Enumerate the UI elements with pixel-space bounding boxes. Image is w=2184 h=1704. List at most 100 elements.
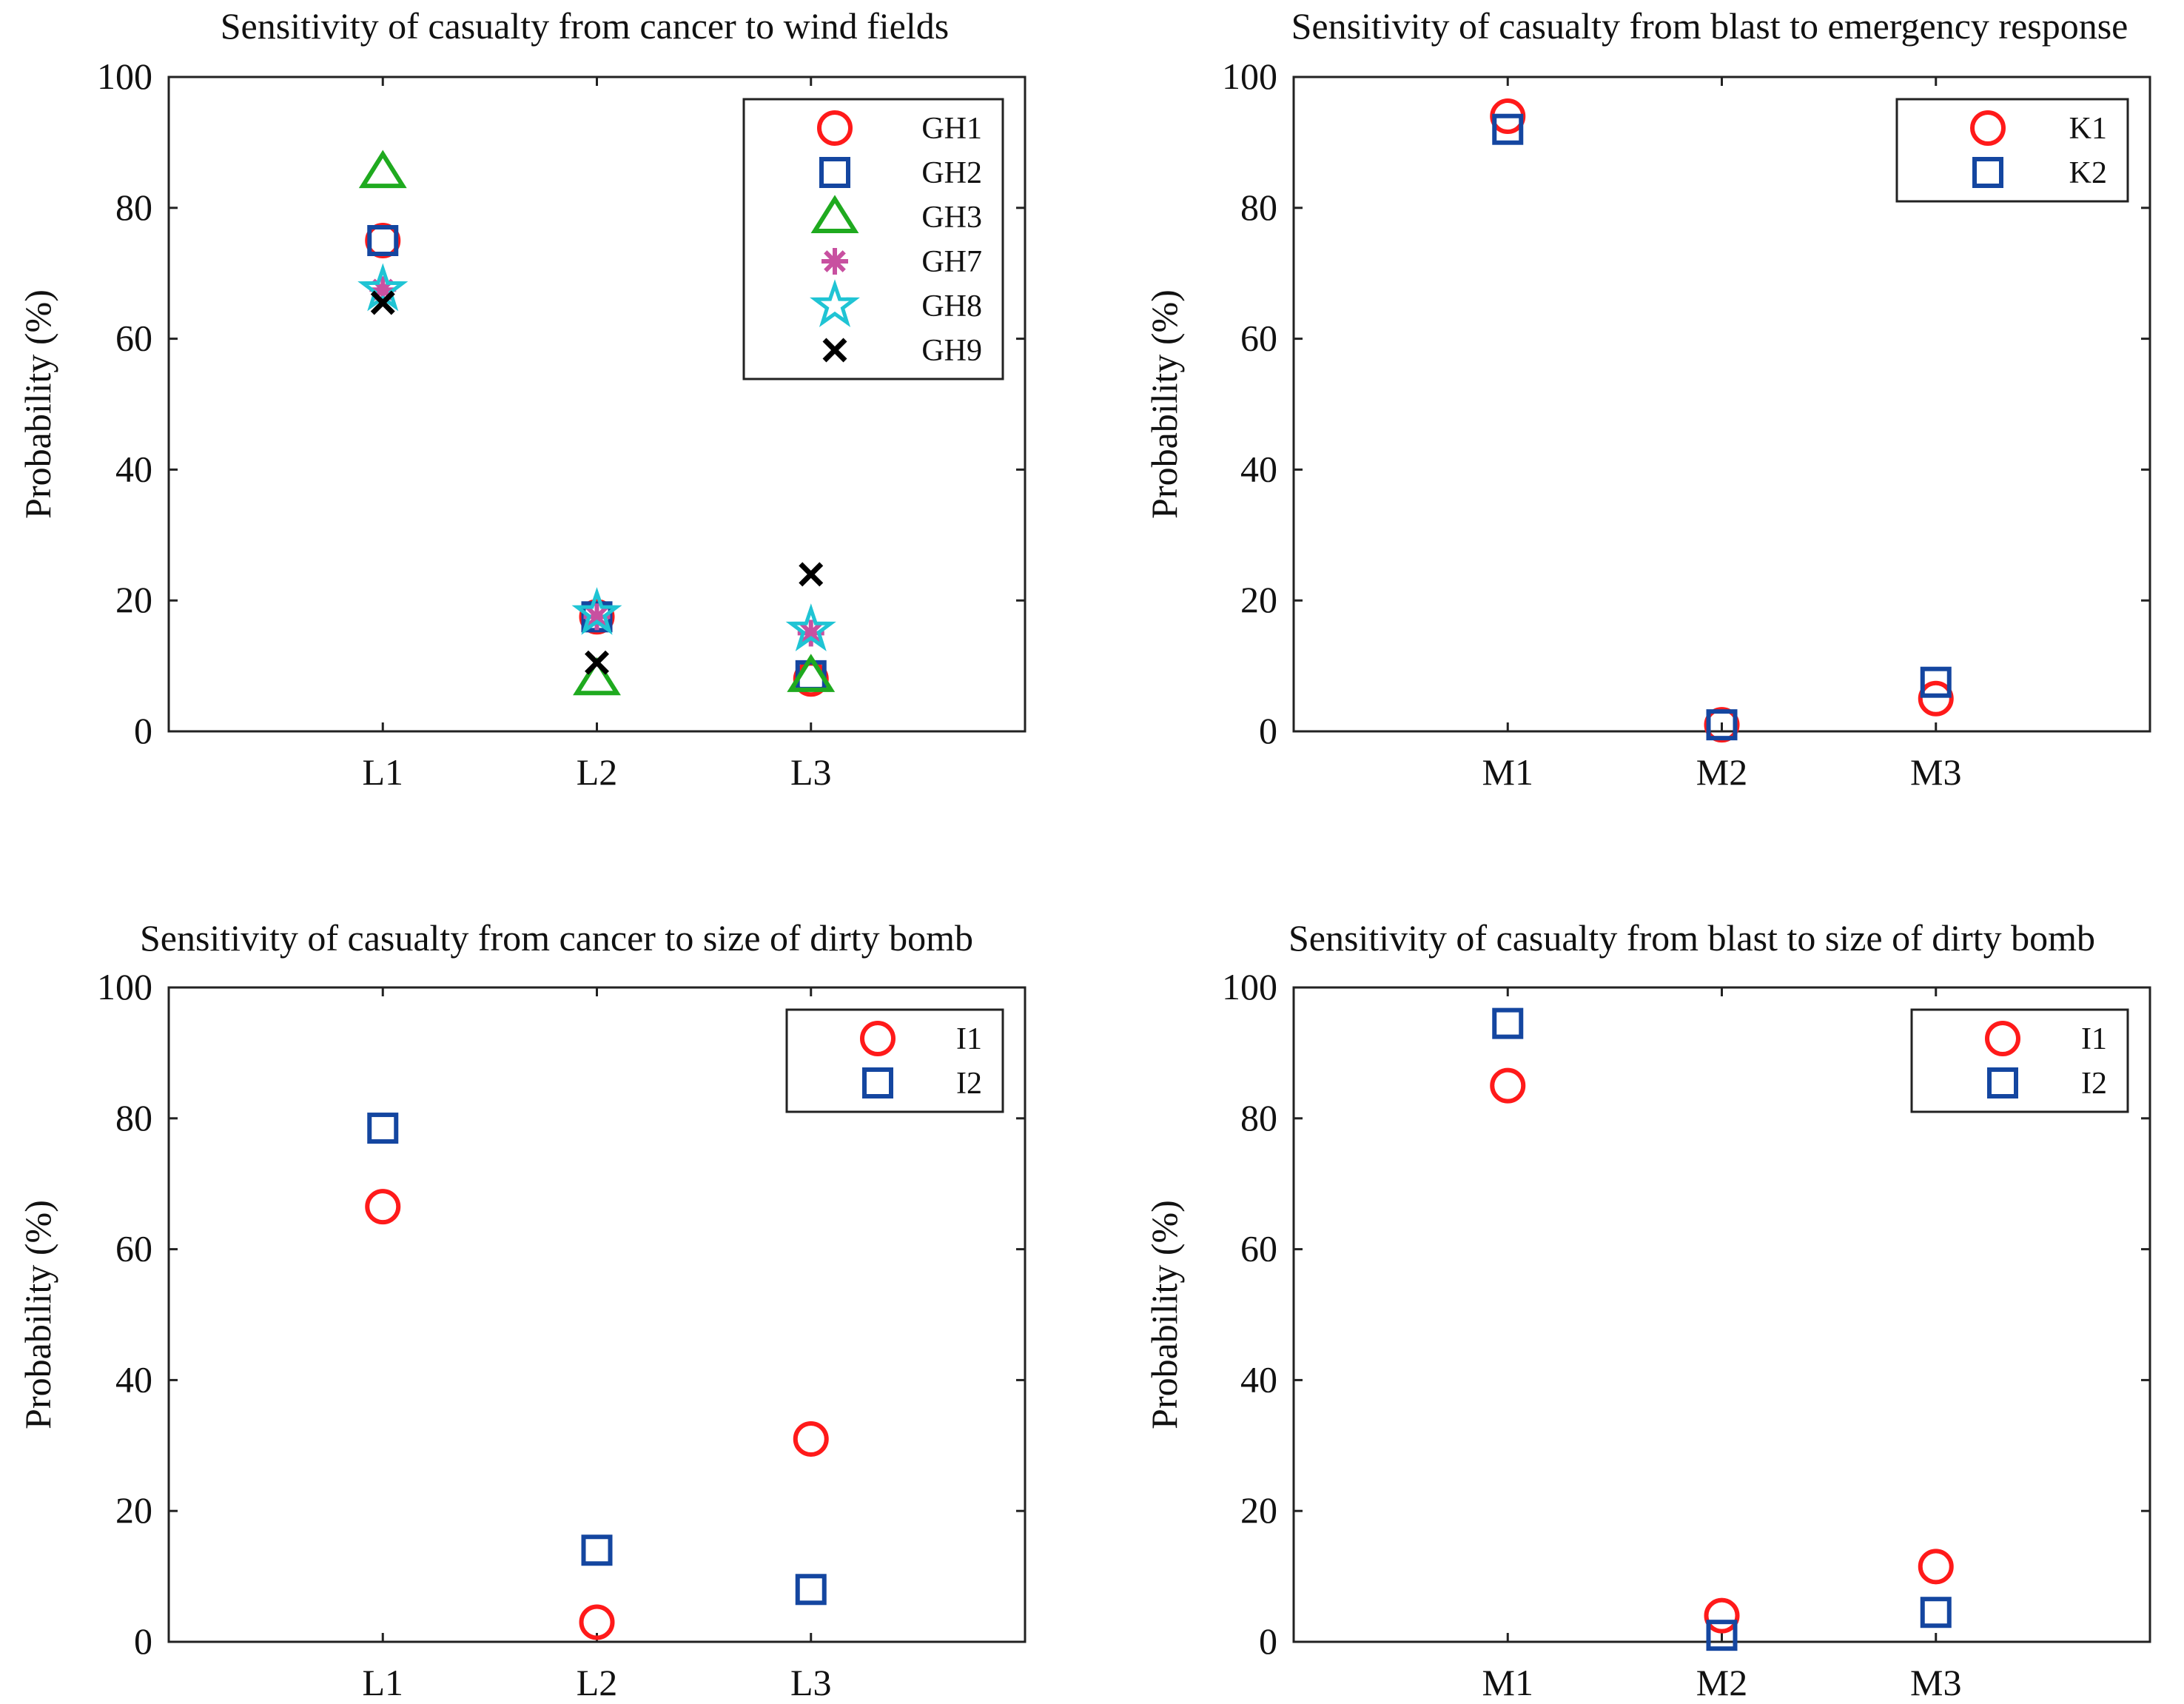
legend-marker-i1: [860, 1021, 896, 1056]
data-point-i2-l3: [795, 1574, 827, 1606]
chart-title: Sensitivity of casualty from blast to si…: [1288, 917, 2095, 959]
y-tick-label: 60: [115, 1228, 152, 1269]
y-tick-label: 60: [1240, 318, 1277, 359]
y-tick-label: 40: [1240, 1358, 1277, 1400]
y-tick-label: 20: [115, 579, 152, 620]
legend-marker-i2: [862, 1067, 893, 1098]
x-tick-label: M3: [1910, 751, 1961, 793]
y-tick-label: 40: [1240, 448, 1277, 489]
y-axis-label: Probability (%): [17, 1200, 58, 1429]
data-point-i1-l2: [579, 1604, 615, 1640]
x-tick-label: M1: [1482, 1662, 1533, 1703]
y-axis-label: Probability (%): [1143, 1200, 1185, 1429]
y-tick-label: 80: [1240, 1097, 1277, 1138]
data-point-gh8-l3: [785, 603, 836, 651]
y-tick-label: 0: [1259, 710, 1277, 751]
data-point-gh8-l1: [357, 263, 409, 312]
legend-marker-gh3: [810, 195, 859, 233]
legend-marker-k1: [1970, 110, 2006, 146]
y-tick-label: 100: [97, 966, 152, 1007]
legend-marker-gh7: [821, 248, 848, 275]
y-tick-label: 80: [115, 1097, 152, 1138]
y-tick-label: 60: [115, 318, 152, 359]
y-tick-label: 40: [115, 1358, 152, 1400]
y-tick-label: 60: [1240, 1228, 1277, 1269]
data-point-k2-m2: [1706, 709, 1738, 741]
data-point-i2-m1: [1492, 1007, 1524, 1039]
data-point-i1-l3: [793, 1420, 829, 1457]
chart-title: Sensitivity of casualty from cancer to s…: [140, 917, 973, 959]
data-point-i2-m2: [1706, 1620, 1738, 1651]
y-tick-label: 0: [1259, 1620, 1277, 1662]
x-tick-label: L2: [577, 751, 618, 793]
data-point-gh7-l2: [583, 603, 611, 631]
data-point-gh7-l3: [797, 620, 824, 647]
data-point-i2-m3: [1920, 1597, 1952, 1628]
data-point-gh9-l2: [585, 650, 609, 675]
data-point-gh8-l2: [571, 587, 622, 635]
legend-label-i1: I1: [2081, 1022, 2107, 1056]
data-point-i1-m3: [1918, 1549, 1954, 1585]
x-tick-label: L3: [790, 1662, 832, 1703]
data-point-i1-m1: [1490, 1067, 1526, 1104]
legend-box: [785, 1008, 1004, 1113]
legend-label-gh2: GH2: [921, 156, 982, 190]
legend-box: [1895, 98, 2129, 203]
data-point-gh2-l1: [367, 225, 399, 256]
y-tick-label: 20: [1240, 1489, 1277, 1531]
data-point-gh3-l2: [573, 657, 621, 696]
legend-marker-i2: [1987, 1067, 2018, 1098]
y-tick-label: 80: [1240, 187, 1277, 228]
legend-box: [742, 98, 1004, 380]
legend-marker-gh9: [822, 338, 847, 363]
legend-marker-gh2: [819, 157, 850, 188]
x-tick-label: M3: [1910, 1662, 1961, 1703]
legend-box: [1910, 1008, 2129, 1113]
data-point-gh9-l3: [799, 562, 824, 587]
data-point-gh1-l1: [365, 223, 401, 258]
legend-marker-i1: [1985, 1021, 2020, 1056]
y-tick-label: 20: [115, 1489, 152, 1531]
y-axis-label: Probability (%): [17, 289, 58, 519]
y-tick-label: 100: [97, 56, 152, 97]
chart-panel-3: Sensitivity of casualty from cancer to s…: [17, 917, 1027, 1703]
legend-label-i2: I2: [956, 1067, 982, 1101]
legend-label-gh1: GH1: [921, 112, 982, 146]
x-tick-label: M2: [1696, 751, 1747, 793]
data-point-i1-l1: [365, 1189, 401, 1225]
x-tick-label: L1: [362, 1662, 403, 1703]
data-point-gh3-l3: [787, 654, 836, 692]
x-tick-label: L3: [790, 751, 832, 793]
chart-panel-1: Sensitivity of casualty from cancer to w…: [17, 5, 1027, 793]
chart-title: Sensitivity of casualty from blast to em…: [1291, 5, 2128, 47]
legend-label-gh3: GH3: [921, 201, 982, 235]
legend-marker-k2: [1972, 157, 2003, 188]
legend-label-k2: K2: [2069, 156, 2107, 190]
x-tick-label: M2: [1696, 1662, 1747, 1703]
y-tick-label: 40: [115, 448, 152, 489]
y-tick-label: 100: [1222, 966, 1277, 1007]
legend-label-gh7: GH7: [921, 245, 982, 279]
data-point-i2-l1: [367, 1113, 399, 1144]
chart-panel-2: Sensitivity of casualty from blast to em…: [1143, 5, 2151, 793]
data-point-gh7-l1: [369, 276, 397, 303]
data-point-gh3-l1: [358, 150, 407, 189]
legend-label-gh8: GH8: [921, 289, 982, 323]
legend-marker-gh1: [817, 110, 853, 146]
y-tick-label: 100: [1222, 56, 1277, 97]
y-tick-label: 20: [1240, 579, 1277, 620]
chart-title: Sensitivity of casualty from cancer to w…: [221, 5, 949, 47]
legend-label-i1: I1: [956, 1022, 982, 1056]
data-point-gh9-l1: [370, 290, 395, 315]
y-tick-label: 0: [134, 1620, 152, 1662]
x-tick-label: L1: [362, 751, 403, 793]
x-tick-label: M1: [1482, 751, 1533, 793]
data-point-i1-m2: [1704, 1597, 1740, 1634]
y-axis-label: Probability (%): [1143, 289, 1185, 519]
legend-marker-gh8: [810, 279, 860, 328]
legend: GH1 GH2 GH3 GH7 GH8 GH9: [742, 98, 1004, 380]
